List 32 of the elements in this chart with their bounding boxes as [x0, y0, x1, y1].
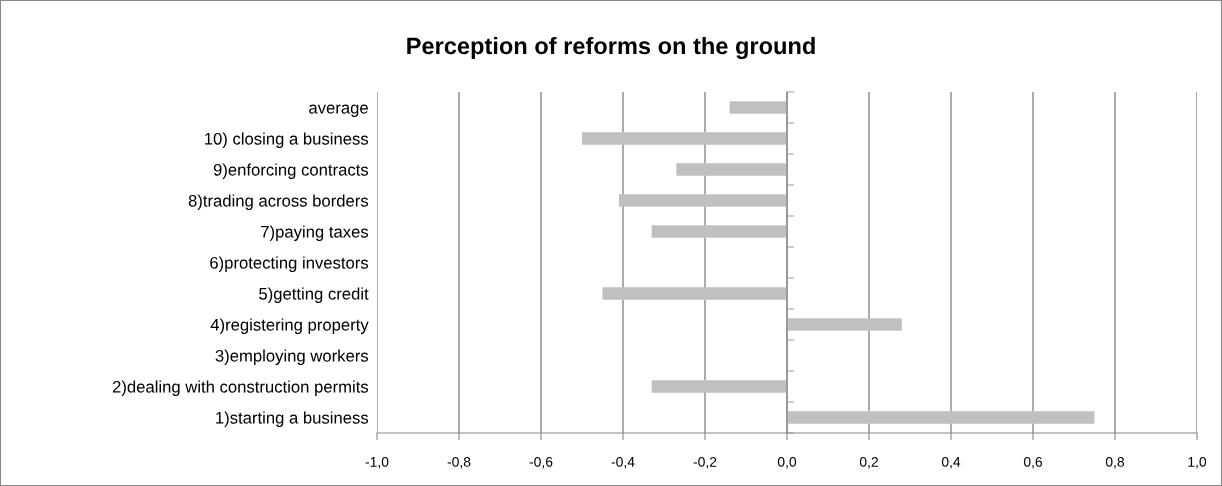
y-tick-label: 2)dealing with construction permits	[112, 380, 369, 396]
bar	[787, 411, 1095, 424]
bar	[651, 380, 787, 393]
x-tick-label: -0,4	[611, 456, 635, 469]
y-tick-label: 5)getting credit	[259, 287, 369, 303]
y-tick-label: 9)enforcing contracts	[213, 163, 369, 179]
x-tick-label: 0,8	[1105, 456, 1125, 469]
x-tick-label: 1,0	[1188, 456, 1207, 469]
x-tick-label: 0,2	[859, 456, 878, 469]
y-tick-label: 8)trading across borders	[188, 194, 369, 210]
y-tick-label: 10) closing a business	[205, 132, 369, 148]
y-tick-label: 7)paying taxes	[261, 225, 369, 241]
y-tick-label: average	[309, 104, 368, 117]
x-tick-label: -0,6	[529, 456, 553, 469]
x-tick-label: 0,6	[1023, 456, 1043, 469]
y-tick-label: 4)registering property	[210, 318, 369, 334]
bar	[602, 287, 787, 300]
bar	[651, 225, 787, 238]
y-tick-label: 1)starting a business	[216, 411, 369, 427]
y-tick-label: 6)protecting investors	[210, 256, 369, 272]
chart-title: Perception of reforms on the ground	[407, 36, 815, 60]
x-tick-label: -1,0	[365, 456, 389, 469]
bar	[582, 132, 787, 145]
x-tick-label: 0,0	[777, 456, 797, 469]
bar	[676, 163, 787, 176]
x-tick-label: -0,8	[447, 456, 471, 469]
x-tick-label: -0,2	[693, 456, 717, 469]
y-tick-label: 3)employing workers	[215, 349, 369, 365]
bar	[787, 318, 902, 331]
x-tick-label: 0,4	[941, 456, 961, 469]
bar	[618, 194, 787, 207]
bar	[729, 101, 787, 114]
